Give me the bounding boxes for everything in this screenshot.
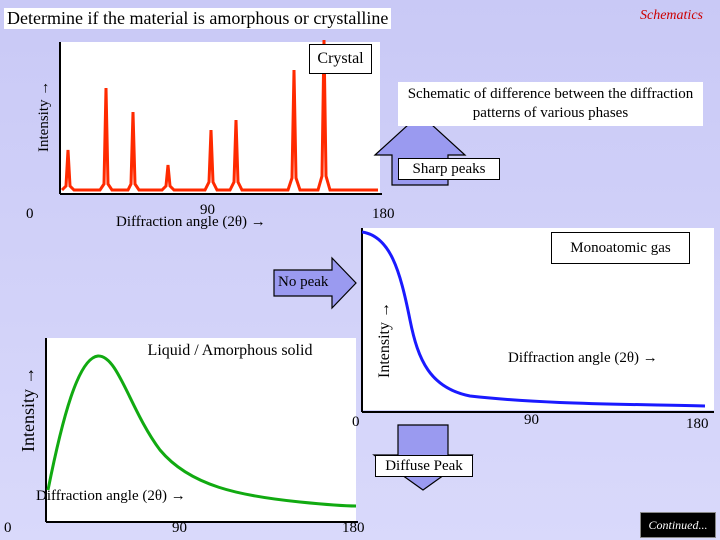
page-title: Determine if the material is amorphous o… — [4, 8, 392, 29]
gas-tick-90: 90 — [524, 412, 539, 428]
liquid-tick-180: 180 — [342, 520, 365, 536]
liquid-tick-0: 0 — [4, 520, 12, 536]
liquid-y-label: Intensity → — [18, 366, 38, 453]
continued-button[interactable]: Continued... — [640, 512, 716, 538]
liquid-x-label: Diffraction angle (2θ) → — [36, 488, 186, 504]
diffuse-peak-label: Diffuse Peak — [375, 455, 473, 477]
gas-curve — [361, 230, 706, 408]
crystal-x-label: Diffraction angle (2θ) → — [116, 214, 266, 230]
liquid-tick-90: 90 — [172, 520, 187, 536]
crystal-y-label: Intensity → — [36, 80, 52, 152]
monoatomic-gas-label: Monoatomic gas — [551, 232, 690, 264]
gas-tick-0: 0 — [352, 414, 360, 430]
no-peak-callout — [273, 256, 357, 310]
crystal-tick-0: 0 — [26, 206, 34, 222]
crystal-label: Crystal — [309, 44, 372, 74]
no-peak-label: No peak — [278, 274, 329, 290]
liquid-plot-area — [46, 338, 356, 522]
schematic-description: Schematic of difference between the diff… — [398, 82, 703, 126]
liquid-amorphous-label: Liquid / Amorphous solid — [130, 338, 330, 364]
sharp-peaks-label: Sharp peaks — [398, 158, 500, 180]
crystal-tick-180: 180 — [372, 206, 395, 222]
crystal-curve — [60, 39, 378, 192]
crystal-tick-90: 90 — [200, 202, 215, 218]
schematics-label: Schematics — [640, 8, 703, 23]
gas-x-label: Diffraction angle (2θ) → — [508, 350, 658, 366]
gas-y-label: Intensity → — [376, 302, 393, 378]
liquid-curve — [46, 354, 357, 508]
gas-tick-180: 180 — [686, 416, 709, 432]
